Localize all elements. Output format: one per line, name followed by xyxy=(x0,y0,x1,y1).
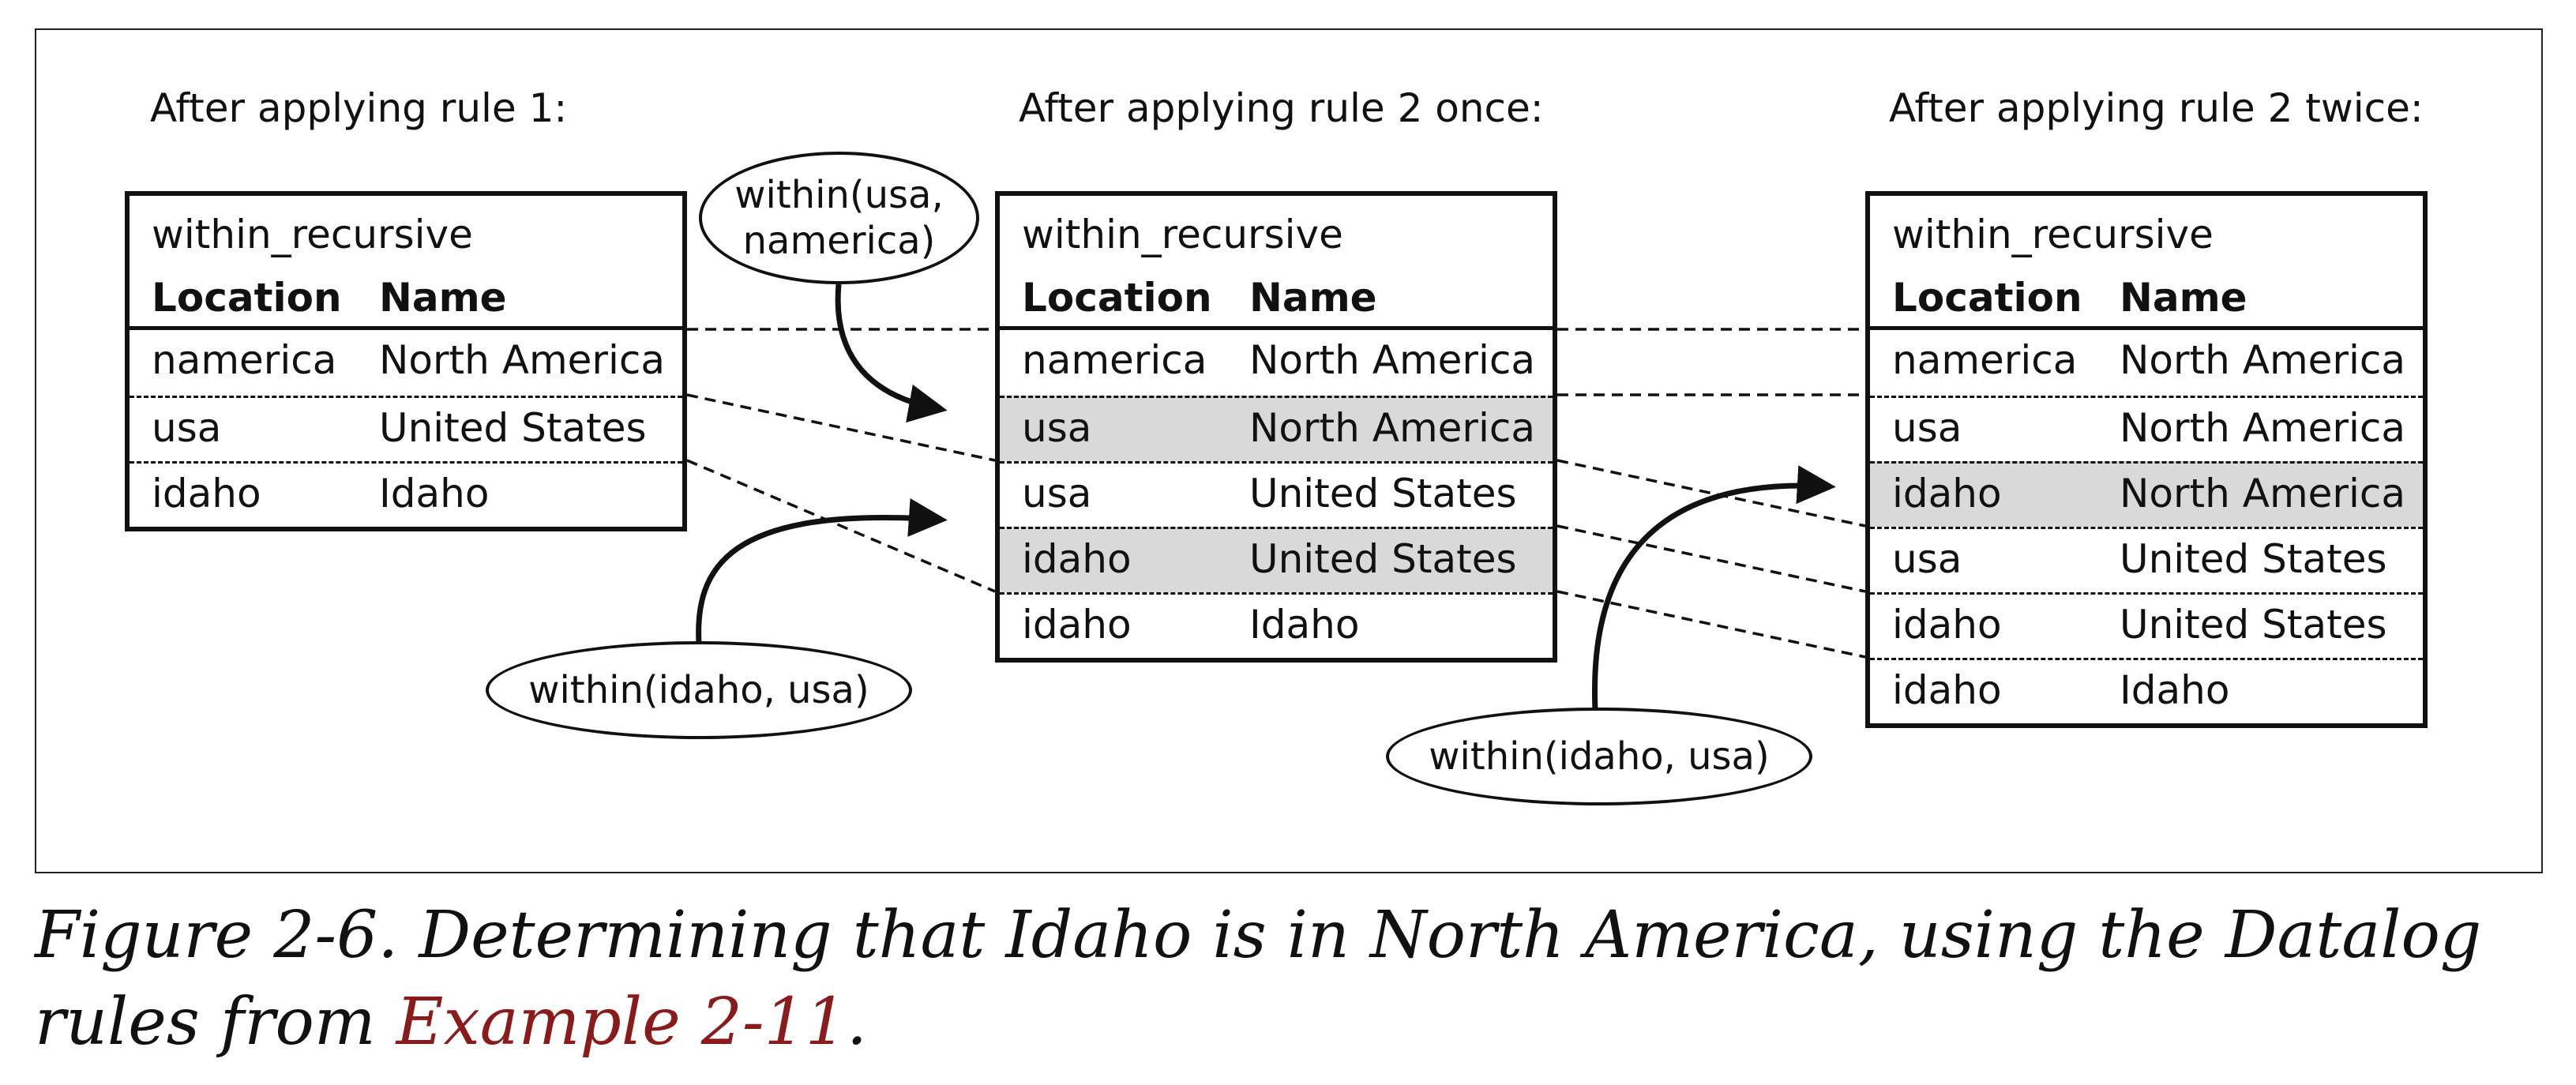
table-name: within_recursive xyxy=(1022,212,1343,257)
cell-name: North America xyxy=(2120,471,2405,516)
connector-line xyxy=(1556,524,1866,593)
caption-link-example[interactable]: Example 2-11 xyxy=(396,985,847,1060)
caption-end: . xyxy=(846,985,868,1060)
table-rule1: within_recursive Location Name namerica N… xyxy=(125,191,687,531)
step-title-rule2-once: After applying rule 2 once: xyxy=(1019,85,1544,131)
cell-location: idaho xyxy=(1022,602,1132,648)
cell-location: usa xyxy=(1892,405,1962,451)
bubble-within-idaho-usa-2: within(idaho, usa) xyxy=(1386,708,1812,805)
cell-name: North America xyxy=(2120,337,2405,383)
table-row: idaho United States xyxy=(1870,592,2423,658)
cell-name: United States xyxy=(2120,602,2387,648)
cell-name: United States xyxy=(1249,536,1517,582)
table-row-highlighted: usa North America xyxy=(1000,396,1553,461)
bubble-within-usa-namerica: within(usa, namerica) xyxy=(699,152,979,284)
arrow-idaho-usa-1 xyxy=(696,497,948,644)
column-header-location: Location xyxy=(1892,275,2082,321)
table-name: within_recursive xyxy=(152,212,473,257)
cell-location: usa xyxy=(1022,471,1092,516)
bubble-within-idaho-usa-1: within(idaho, usa) xyxy=(486,641,912,739)
cell-location: namerica xyxy=(1892,337,2078,383)
table-row: namerica North America xyxy=(1000,330,1553,396)
table-rule2-once: within_recursive Location Name namerica N… xyxy=(995,191,1557,663)
cell-location: idaho xyxy=(1892,471,2002,516)
table-row: usa United States xyxy=(1870,527,2423,592)
table-row: idaho Idaho xyxy=(1870,658,2423,723)
cell-name: Idaho xyxy=(2120,667,2230,713)
arrow-idaho-usa-2 xyxy=(1591,465,1836,711)
cell-name: North America xyxy=(1249,337,1535,383)
table-rule2-twice: within_recursive Location Name namerica N… xyxy=(1865,191,2428,728)
connector-line xyxy=(1556,459,1866,527)
cell-location: idaho xyxy=(1892,667,2002,713)
figure-frame xyxy=(35,28,2543,873)
column-header-name: Name xyxy=(2120,275,2247,321)
table-row: idaho Idaho xyxy=(130,461,682,527)
table-row: idaho Idaho xyxy=(1000,592,1553,658)
cell-name: Idaho xyxy=(379,471,490,516)
column-header-name: Name xyxy=(1249,275,1377,321)
step-title-rule2-twice: After applying rule 2 twice: xyxy=(1889,85,2424,131)
table-name: within_recursive xyxy=(1892,212,2214,257)
column-header-location: Location xyxy=(152,275,342,321)
cell-location: idaho xyxy=(1892,602,2002,648)
cell-location: usa xyxy=(1022,405,1092,451)
cell-name: Idaho xyxy=(1249,602,1360,648)
cell-name: North America xyxy=(379,337,665,383)
cell-location: usa xyxy=(152,405,222,451)
cell-name: North America xyxy=(2120,405,2405,451)
table-row: namerica North America xyxy=(1870,330,2423,396)
table-header: within_recursive Location Name xyxy=(130,196,682,330)
table-row: usa North America xyxy=(1870,396,2423,461)
column-header-name: Name xyxy=(379,275,507,321)
arrow-usa-namerica xyxy=(835,283,948,423)
cell-name: United States xyxy=(2120,536,2387,582)
table-row-highlighted: idaho United States xyxy=(1000,527,1553,592)
figure-caption: Figure 2-6. Determining that Idaho is in… xyxy=(35,892,2546,1066)
caption-text: Figure 2-6. Determining that Idaho is in… xyxy=(35,898,2482,1060)
step-title-rule1: After applying rule 1: xyxy=(150,85,568,131)
connector-line xyxy=(1556,590,1866,659)
cell-name: United States xyxy=(379,405,647,451)
table-row: namerica North America xyxy=(130,330,682,396)
cell-location: namerica xyxy=(152,337,337,383)
cell-location: idaho xyxy=(1022,536,1132,582)
connector-line xyxy=(686,459,996,593)
table-row-highlighted: idaho North America xyxy=(1870,461,2423,527)
cell-name: United States xyxy=(1249,471,1517,516)
connector-line xyxy=(686,393,996,462)
cell-name: North America xyxy=(1249,405,1535,451)
table-header: within_recursive Location Name xyxy=(1870,196,2423,330)
cell-location: usa xyxy=(1892,536,1962,582)
cell-location: namerica xyxy=(1022,337,1207,383)
table-header: within_recursive Location Name xyxy=(1000,196,1553,330)
column-header-location: Location xyxy=(1022,275,1212,321)
table-row: usa United States xyxy=(130,396,682,461)
table-row: usa United States xyxy=(1000,461,1553,527)
cell-location: idaho xyxy=(152,471,261,516)
